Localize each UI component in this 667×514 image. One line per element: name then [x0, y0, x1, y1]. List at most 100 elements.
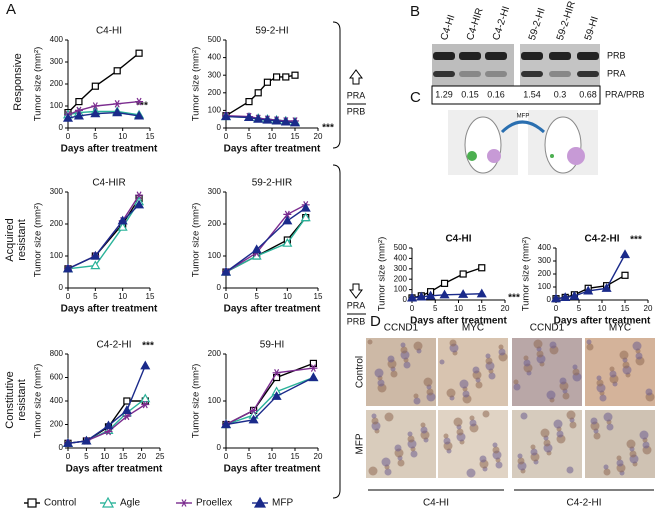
- marker: [282, 73, 290, 81]
- nucleus: [492, 442, 498, 448]
- nucleus: [456, 428, 464, 436]
- x-axis-label: Days after treatment: [224, 304, 321, 315]
- nucleus: [439, 359, 445, 365]
- marker: [254, 89, 262, 97]
- column-label: MYC: [462, 323, 484, 334]
- nucleus: [371, 417, 379, 425]
- marker: [621, 271, 629, 279]
- marker: [135, 97, 144, 106]
- y-tick-label: 200: [50, 420, 64, 429]
- nucleus: [413, 341, 423, 351]
- x-tick-label: 15: [314, 292, 323, 301]
- marker: [134, 199, 145, 209]
- nucleus: [520, 412, 528, 420]
- y-tick-label: 300: [208, 187, 222, 196]
- marker: [90, 108, 101, 118]
- y-tick-label: 200: [208, 349, 222, 358]
- marker: [459, 270, 467, 278]
- nucleus: [513, 379, 519, 385]
- y-tick-label: 300: [538, 256, 552, 265]
- band: [433, 52, 455, 60]
- x-tick-label: 5: [577, 304, 582, 313]
- pr-label: PRB: [347, 106, 366, 116]
- nucleus: [533, 339, 543, 349]
- marker: [271, 391, 282, 400]
- chart-title: C4-2-HI: [96, 340, 131, 351]
- y-axis-label: Tumor size (mm²): [191, 47, 202, 122]
- marker: [583, 285, 594, 295]
- lane-label: 59-2-HI: [527, 7, 548, 42]
- legend-label: MFP: [272, 498, 293, 509]
- band: [577, 71, 599, 77]
- x-tick-label: 20: [501, 304, 510, 313]
- nucleus: [586, 343, 594, 351]
- lane-label: C4-HI: [439, 13, 458, 41]
- row-label: Responsive: [12, 53, 24, 110]
- blot-image: [520, 44, 600, 86]
- marker: [291, 71, 299, 79]
- ratio-label: PRA/PRB: [605, 89, 645, 99]
- tumor: [487, 149, 501, 163]
- nucleus: [459, 379, 469, 389]
- marker: [103, 420, 114, 430]
- x-tick-label: 15: [291, 132, 300, 141]
- row-label: resistant: [16, 219, 28, 261]
- nucleus: [517, 457, 525, 465]
- nucleus: [586, 339, 592, 345]
- y-tick-label: 300: [50, 57, 64, 66]
- marker: [113, 100, 122, 108]
- marker: [62, 438, 74, 447]
- y-tick-label: 400: [50, 35, 64, 44]
- nucleus: [374, 368, 384, 378]
- x-tick-label: 15: [146, 292, 155, 301]
- ratio: 0.16: [487, 89, 505, 99]
- nucleus: [546, 390, 556, 400]
- nucleus: [523, 359, 531, 367]
- y-tick-label: 0: [217, 123, 222, 132]
- y-tick-label: 200: [394, 274, 408, 283]
- x-tick-label: 10: [100, 452, 109, 461]
- nucleus: [403, 361, 411, 369]
- nucleus: [453, 417, 463, 427]
- series-line: [67, 201, 140, 270]
- x-tick-label: 0: [410, 304, 415, 313]
- marker: [273, 73, 281, 81]
- nucleus: [569, 421, 577, 429]
- y-tick-label: 0: [59, 443, 64, 452]
- x-tick-label: 5: [247, 452, 252, 461]
- column-label: CCND1: [530, 323, 565, 334]
- y-tick-label: 400: [50, 396, 64, 405]
- nucleus: [413, 397, 421, 405]
- x-tick-label: 10: [268, 132, 277, 141]
- x-tick-label: 5: [93, 292, 98, 301]
- nucleus: [572, 364, 578, 370]
- band: [521, 52, 543, 60]
- y-tick-label: 300: [394, 264, 408, 273]
- band: [521, 71, 543, 77]
- nucleus: [384, 412, 394, 422]
- x-tick-label: 10: [268, 452, 277, 461]
- marker: [619, 249, 631, 259]
- nucleus: [410, 450, 418, 458]
- marker: [81, 435, 92, 445]
- marker: [289, 117, 301, 127]
- nucleus: [536, 350, 544, 358]
- x-tick-label: 5: [247, 132, 252, 141]
- marker: [220, 419, 232, 429]
- nucleus: [384, 468, 392, 476]
- row-label: MFP: [355, 433, 366, 454]
- tumor: [550, 154, 554, 158]
- marker: [300, 202, 311, 212]
- nucleus: [368, 466, 378, 476]
- x-tick-label: 5: [254, 292, 259, 301]
- nucleus: [394, 444, 402, 452]
- marker: [123, 397, 131, 405]
- nucleus: [472, 366, 480, 374]
- annotation: ***: [630, 235, 642, 246]
- band: [549, 71, 571, 77]
- x-tick-label: 0: [224, 292, 229, 301]
- marker: [272, 369, 281, 377]
- mouse: [464, 116, 502, 174]
- nucleus: [619, 350, 629, 360]
